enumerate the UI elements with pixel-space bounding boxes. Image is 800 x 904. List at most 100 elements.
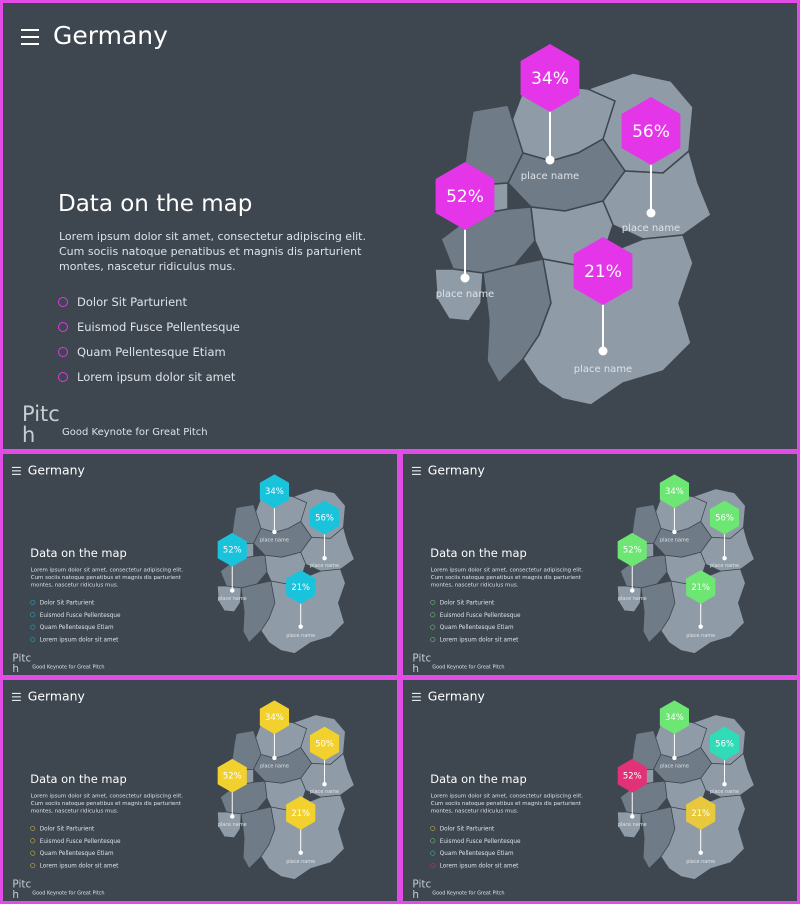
place-name-label: place name — [686, 633, 715, 639]
marker-value: 21% — [584, 262, 622, 282]
ring-bullet-icon — [430, 862, 436, 868]
map-marker[interactable]: 56% place name — [709, 726, 740, 795]
marker-anchor-dot — [298, 624, 303, 629]
hexagon-marker-icon — [709, 500, 740, 535]
place-name-label: place name — [286, 633, 315, 639]
place-name-label: place name — [260, 537, 289, 543]
map-marker[interactable]: 34% place name — [659, 700, 690, 769]
menu-icon[interactable] — [11, 466, 21, 475]
map-marker[interactable]: 34% place name — [259, 700, 290, 769]
menu-icon[interactable] — [21, 29, 39, 45]
bullet-item: Quam Pellentesque Etiam — [430, 621, 520, 633]
place-name-label: place name — [218, 822, 247, 828]
marker-value: 21% — [691, 582, 710, 592]
slide-thumbnail-green[interactable]: Germany 34% place name 56% place name 52% pla… — [403, 454, 797, 675]
marker-value: 52% — [223, 545, 242, 555]
map-marker[interactable]: 56% place name — [709, 500, 740, 569]
map-marker[interactable]: 34% place name — [520, 44, 580, 182]
marker-value: 34% — [265, 712, 284, 722]
slide-thumbnail-mixed[interactable]: Germany 34% place name 56% place name 52% pla… — [403, 680, 797, 901]
bullet-item: Quam Pellentesque Etiam — [430, 847, 520, 859]
map-marker[interactable]: 56% place name — [309, 500, 340, 569]
marker-anchor-dot — [722, 781, 727, 787]
bullet-label: Quam Pellentesque Etiam — [39, 849, 114, 857]
marker-anchor-dot — [722, 555, 727, 561]
hexagon-marker-icon — [659, 700, 690, 735]
bullet-label: Quam Pellentesque Etiam — [439, 623, 514, 631]
bullet-label: Lorem ipsum dolor sit amet — [439, 861, 519, 869]
map-marker[interactable]: 21% place name — [686, 796, 716, 865]
hexagon-marker-icon — [686, 796, 716, 830]
map-marker[interactable]: 52% place name — [617, 758, 647, 828]
hexagon-marker-icon — [286, 796, 316, 830]
marker-anchor-dot — [698, 850, 703, 855]
ring-bullet-icon — [430, 612, 436, 618]
bullet-list: Dolor Sit Parturient Euismod Fusce Pelle… — [30, 596, 121, 646]
place-name-label: place name — [618, 596, 647, 602]
map-marker[interactable]: 52% place name — [617, 532, 647, 602]
bullet-item: Euismod Fusce Pellentesque — [30, 608, 121, 620]
marker-value: 34% — [665, 712, 684, 722]
place-name-label: place name — [660, 537, 689, 543]
slide-content: Germany 34% place name 56% place name 52% pla… — [403, 454, 797, 675]
map-region — [522, 234, 694, 406]
map-marker[interactable]: 52% place name — [435, 162, 495, 300]
bullet-label: Lorem ipsum dolor sit amet — [439, 635, 519, 643]
marker-value: 52% — [623, 545, 642, 555]
ring-bullet-icon — [430, 825, 436, 831]
menu-icon[interactable] — [411, 692, 421, 701]
marker-value: 50% — [315, 738, 334, 748]
bullet-item: Quam Pellentesque Etiam — [58, 339, 240, 364]
menu-icon[interactable] — [11, 692, 21, 701]
marker-value: 56% — [632, 122, 670, 142]
slide-thumbnail-yellow[interactable]: Germany 34% place name 50% place name 52% pla… — [3, 680, 397, 901]
marker-value: 52% — [623, 771, 642, 781]
map-region — [616, 585, 642, 613]
marker-value: 34% — [531, 69, 569, 89]
place-name-label: place name — [436, 289, 494, 300]
bullet-item: Dolor Sit Parturient — [430, 822, 520, 834]
slide-thumbnail-cyan[interactable]: Germany 34% place name 56% place name 52% pla… — [3, 454, 397, 675]
map-marker[interactable]: 52% place name — [217, 532, 247, 602]
hexagon-marker-icon — [259, 474, 290, 509]
brand-logo: Pitch — [12, 651, 32, 675]
map-region — [260, 794, 346, 880]
map-marker[interactable]: 21% place name — [573, 237, 633, 375]
tagline: Good Keynote for Great Pitch — [32, 664, 105, 670]
section-heading: Data on the map — [430, 773, 527, 787]
hexagon-marker-icon — [617, 532, 647, 567]
map-marker[interactable]: 21% place name — [686, 570, 716, 639]
hexagon-marker-icon — [217, 758, 247, 793]
marker-value: 21% — [691, 808, 710, 818]
map-marker[interactable]: 56% place name — [621, 97, 681, 234]
body-text: Lorem ipsum dolor sit amet, consectetur … — [30, 566, 184, 588]
place-name-label: place name — [218, 596, 247, 602]
bullet-label: Euismod Fusce Pellentesque — [39, 611, 121, 618]
map-marker[interactable]: 50% place name — [309, 726, 340, 795]
bullet-item: Quam Pellentesque Etiam — [30, 847, 120, 859]
bullet-item: Euismod Fusce Pellentesque — [30, 834, 121, 846]
slide-title: Germany — [427, 462, 485, 478]
map-marker[interactable]: 52% place name — [217, 758, 247, 828]
menu-icon[interactable] — [411, 466, 421, 475]
bullet-list: Dolor Sit Parturient Euismod Fusce Pelle… — [58, 289, 240, 389]
hexagon-marker-icon — [520, 44, 580, 112]
map-marker[interactable]: 21% place name — [286, 570, 316, 639]
bullet-label: Lorem ipsum dolor sit amet — [77, 369, 236, 384]
marker-anchor-dot — [460, 273, 470, 283]
ring-bullet-icon — [430, 624, 436, 630]
slide-title: Germany — [27, 462, 85, 478]
slide-main[interactable]: Germany 34% place name 56% place name 52% pla… — [3, 3, 797, 449]
marker-value: 56% — [715, 738, 734, 748]
place-name-label: place name — [260, 763, 289, 769]
marker-anchor-dot — [298, 850, 303, 855]
ring-bullet-icon — [30, 624, 36, 630]
bullet-item: Lorem ipsum dolor sit amet — [30, 859, 120, 871]
slide-content: Germany 34% place name 50% place name 52% pla… — [3, 680, 397, 901]
map-marker[interactable]: 21% place name — [286, 796, 316, 865]
map-marker[interactable]: 34% place name — [259, 474, 290, 543]
map-marker[interactable]: 34% place name — [659, 474, 690, 543]
